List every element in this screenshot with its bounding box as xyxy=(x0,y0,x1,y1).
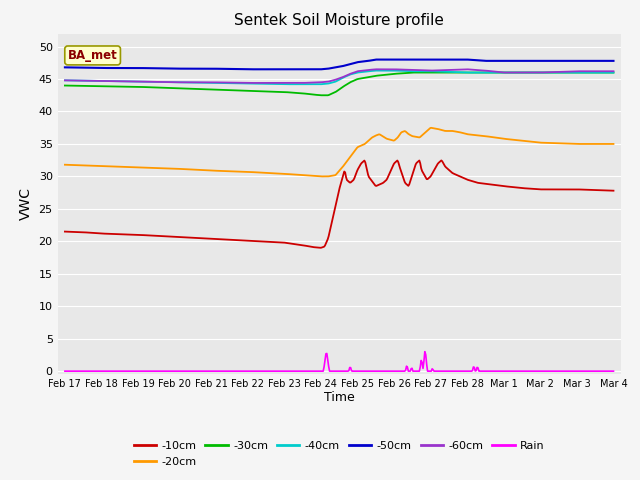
X-axis label: Time: Time xyxy=(324,391,355,404)
Y-axis label: VWC: VWC xyxy=(19,188,33,220)
Legend: -10cm, -20cm, -30cm, -40cm, -50cm, -60cm, Rain: -10cm, -20cm, -30cm, -40cm, -50cm, -60cm… xyxy=(129,437,549,471)
Text: BA_met: BA_met xyxy=(68,49,118,62)
Title: Sentek Soil Moisture profile: Sentek Soil Moisture profile xyxy=(234,13,444,28)
